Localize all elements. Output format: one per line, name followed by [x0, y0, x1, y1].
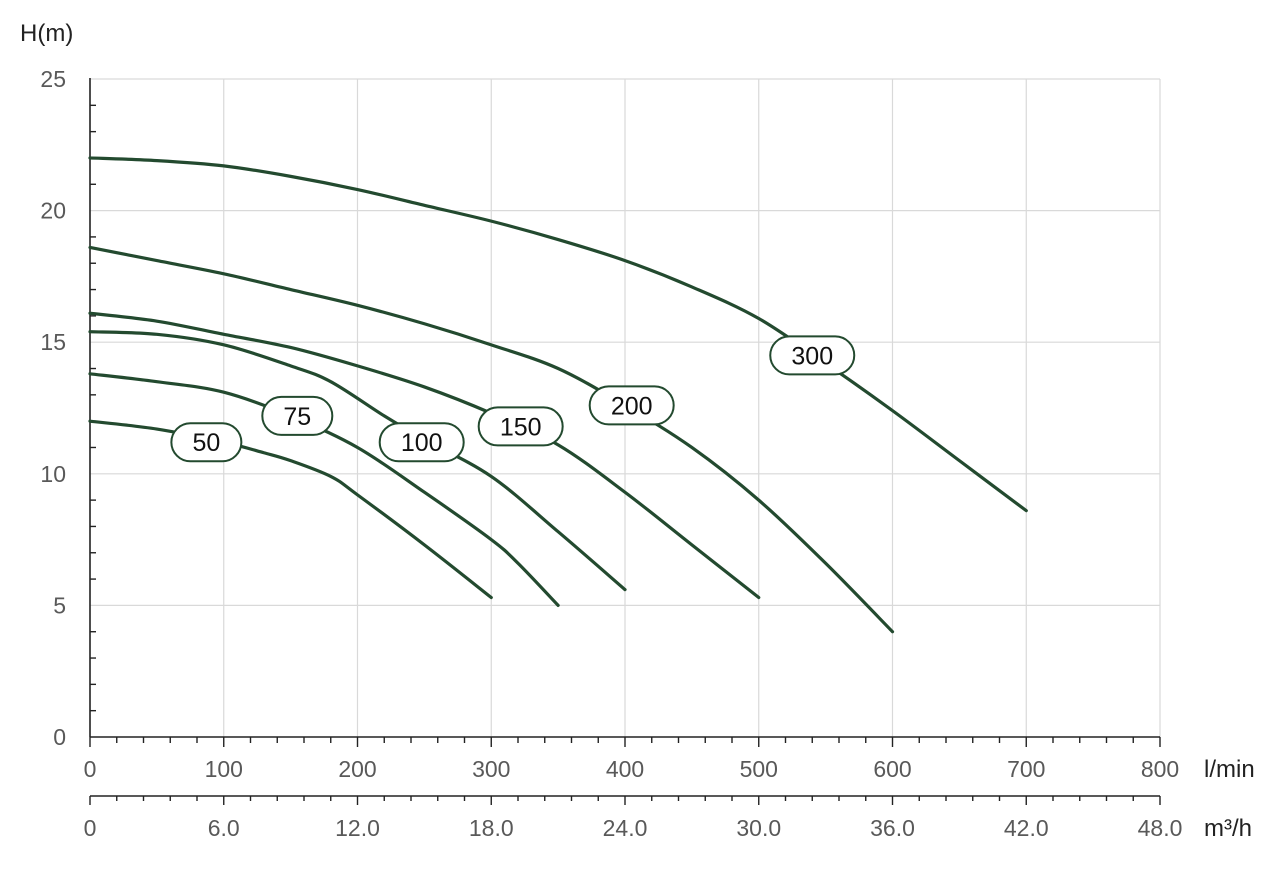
x-axis-unit-m3h: m³/h [1204, 815, 1252, 842]
x-tick-label: 400 [606, 756, 644, 782]
x2-tick-label: 12.0 [335, 815, 380, 841]
curve-label-150: 150 [477, 406, 564, 447]
curve-label-box [477, 406, 564, 447]
y-axis-title: H(m) [20, 20, 73, 47]
curve-75 [88, 372, 560, 607]
x-axis-unit-lmin: l/min [1204, 756, 1255, 783]
x-tick-label: 700 [1007, 756, 1045, 782]
curve-300 [88, 156, 1028, 513]
curve-100 [88, 330, 627, 592]
x2-tick-label: 24.0 [603, 815, 648, 841]
x-tick-label: 500 [740, 756, 778, 782]
curve-label-text: 200 [611, 392, 653, 420]
curve-label-box [769, 335, 856, 376]
x-tick-label: 300 [472, 756, 510, 782]
x-tick-label: 600 [873, 756, 911, 782]
curve-label-box [588, 385, 675, 426]
x2-tick-label: 42.0 [1004, 815, 1049, 841]
curve-label-box [378, 422, 465, 463]
x-tick-label: 200 [338, 756, 376, 782]
curve-200 [88, 245, 895, 634]
axes: H(m) l/min m³/h 0 5 10 15 20 25 0 100 200 300 400 5… [20, 20, 1255, 842]
curve-label-100: 100 [378, 422, 465, 463]
curve-150 [88, 311, 761, 600]
y-tick-label: 25 [40, 66, 66, 92]
x-tick-label: 0 [84, 756, 97, 782]
curve-label-text: 150 [500, 413, 542, 441]
x2-tick-label: 36.0 [870, 815, 915, 841]
curve-label-200: 200 [588, 385, 675, 426]
x-tick-label: 800 [1141, 756, 1179, 782]
y-tick-label: 15 [40, 329, 66, 355]
curve-label-box [170, 422, 243, 463]
curve-label-text: 300 [791, 342, 833, 370]
x2-tick-label: 30.0 [736, 815, 781, 841]
x2-tick-label: 48.0 [1138, 815, 1183, 841]
x2-tick-label: 6.0 [208, 815, 240, 841]
curve-label-text: 50 [192, 429, 220, 457]
curve-label-300: 300 [769, 335, 856, 376]
y-tick-label: 10 [40, 461, 66, 487]
x2-tick-label: 0 [84, 815, 97, 841]
curve-label-50: 50 [170, 422, 243, 463]
curve-label-box [261, 395, 334, 436]
x2-tick-label: 18.0 [469, 815, 514, 841]
curve-labels: 50 75 100 150 200 300 [170, 335, 856, 463]
curve-label-text: 75 [283, 403, 311, 431]
pump-curves [88, 156, 1028, 634]
y-tick-label: 20 [40, 198, 66, 224]
x-tick-label: 100 [205, 756, 243, 782]
y-tick-label: 5 [53, 592, 66, 618]
y-tick-label: 0 [53, 724, 66, 750]
curve-label-75: 75 [261, 395, 334, 436]
curve-label-text: 100 [401, 429, 443, 457]
